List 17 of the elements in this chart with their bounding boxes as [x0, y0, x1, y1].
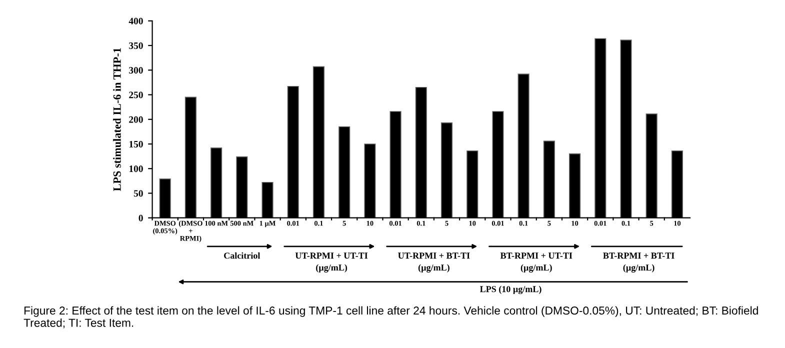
- text: UT-RPMI + UT-TI (µg/mL): [295, 252, 368, 273]
- y-tick-label: 100: [129, 166, 143, 172]
- y-tick-label: 300: [129, 67, 143, 74]
- text: BT-RPMI + UT-TI (µg/mL): [500, 252, 572, 273]
- y-axis-title: LPS stimulated IL-6 in THP-1: [113, 48, 121, 191]
- text: BT-RPMI + BT-TI (µg/mL): [603, 252, 674, 273]
- text: UT-RPMI + BT-TI (µg/mL): [398, 252, 470, 273]
- y-tick-label: 350: [129, 42, 143, 49]
- text: Calcitriol: [224, 252, 260, 259]
- y-tick-label: 250: [129, 92, 143, 98]
- y-tick-label: 200: [129, 116, 143, 123]
- y-tick-label: 400: [128, 18, 143, 24]
- y-tick-label: 0: [138, 214, 143, 222]
- y-tick-label: 50: [134, 190, 143, 197]
- y-tick-label: 150: [129, 140, 143, 148]
- caption: Figure 2: Effect of the test item on the level of IL-6 using TMP-1 cell line after 24 hours. Vehicle control (DMSO-0.05%), UT: Untreated; BT: Biofield Treated; TI: Test Item.: [24, 306, 758, 328]
- text: LPS (10 µg/mL): [480, 286, 542, 294]
